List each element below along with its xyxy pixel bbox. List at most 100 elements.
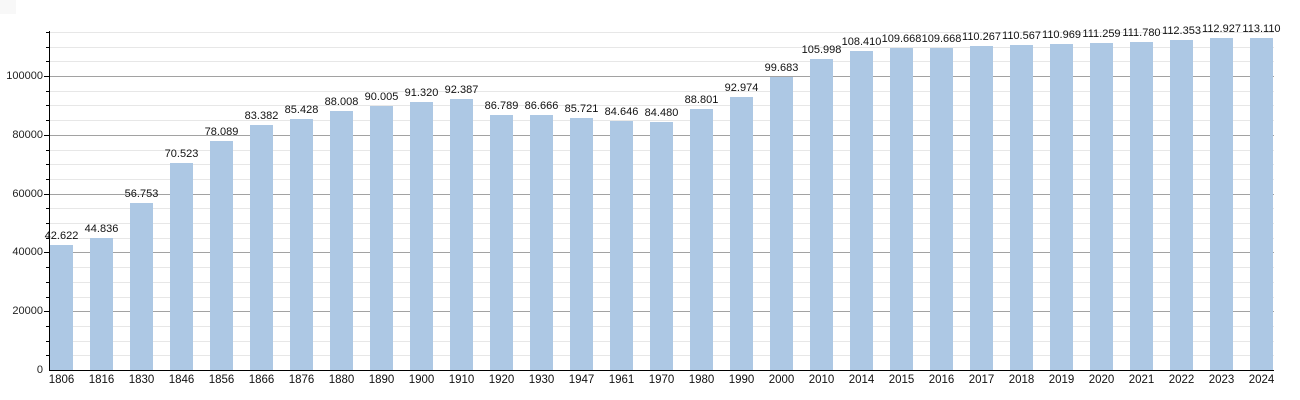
bar-value-label: 92.387 [444, 83, 479, 96]
bar-value-label: 113.110 [1242, 22, 1281, 35]
bar [50, 244, 73, 370]
x-axis-tick-label: 2021 [1128, 374, 1155, 386]
grid-line-minor [50, 61, 1274, 62]
grid-line-minor [50, 91, 1274, 92]
x-axis-tick-label: 1816 [88, 374, 115, 386]
y-axis-minor-tick [46, 238, 49, 239]
bar [410, 101, 433, 370]
bar-value-label: 56.753 [124, 188, 159, 201]
bar [730, 96, 753, 370]
page-corner-artifact [0, 0, 16, 14]
bar [770, 77, 793, 370]
bar-value-label: 78.089 [204, 125, 239, 138]
bar [450, 98, 473, 370]
bar [170, 162, 193, 370]
bar [610, 121, 633, 370]
x-axis-tick-label: 1856 [208, 374, 235, 386]
x-axis-tick-label: 1970 [648, 374, 675, 386]
bar [1170, 39, 1193, 370]
y-axis-minor-tick [46, 164, 49, 165]
x-axis-tick-label: 2023 [1208, 374, 1235, 386]
y-axis-minor-tick [46, 326, 49, 327]
y-axis-major-tick [44, 76, 49, 77]
grid-line-minor [50, 120, 1274, 121]
y-axis-major-tick [44, 252, 49, 253]
x-axis-tick-label: 1930 [528, 374, 555, 386]
x-axis-tick-label: 1830 [128, 374, 155, 386]
x-axis-tick-label: 1846 [168, 374, 195, 386]
y-axis-minor-tick [46, 267, 49, 268]
bar-value-label: 84.480 [644, 106, 679, 119]
y-axis-tick-label: 20000 [12, 305, 43, 317]
x-axis-tick-label: 1890 [368, 374, 395, 386]
y-axis-minor-tick [46, 32, 49, 33]
bar [250, 124, 273, 370]
bar-value-label: 110.267 [962, 30, 1001, 43]
y-axis-major-tick [44, 194, 49, 195]
x-axis-tick-label: 2017 [968, 374, 995, 386]
bar [1050, 43, 1073, 370]
grid-line-major [50, 76, 1274, 77]
x-axis-tick-label: 1980 [688, 374, 715, 386]
grid-line-minor [50, 32, 1274, 33]
bar-value-label: 85.428 [284, 103, 319, 116]
y-axis-tick-label: 80000 [12, 129, 43, 141]
y-axis-minor-tick [46, 341, 49, 342]
bar [290, 118, 313, 370]
bar [1090, 43, 1113, 370]
bar-value-label: 99.683 [764, 62, 799, 74]
bar-value-label: 108.410 [841, 36, 882, 49]
x-axis-tick-label: 2019 [1048, 374, 1075, 386]
x-axis-tick-label: 2018 [1008, 374, 1035, 386]
bar-value-label: 88.008 [324, 96, 359, 109]
x-axis-tick-label: 2016 [928, 374, 955, 386]
y-axis-line [49, 31, 50, 371]
bar-value-label: 109.668 [921, 32, 962, 45]
bar [1210, 38, 1233, 370]
y-axis-minor-tick [46, 208, 49, 209]
x-axis-tick-label: 2022 [1168, 374, 1195, 386]
bar [930, 47, 953, 370]
x-axis-tick-label: 1961 [608, 374, 635, 386]
bar-value-label: 90.005 [364, 90, 399, 103]
y-axis-minor-tick [46, 282, 49, 283]
x-axis-tick-label: 2015 [888, 374, 915, 386]
y-axis-minor-tick [46, 47, 49, 48]
bar-value-label: 70.523 [164, 147, 199, 160]
bar [650, 121, 673, 370]
y-axis-minor-tick [46, 179, 49, 180]
bar [890, 47, 913, 370]
bar [850, 51, 873, 370]
y-axis-minor-tick [46, 150, 49, 151]
bar-value-label: 86.666 [524, 100, 559, 113]
y-axis-tick-label: 100000 [6, 70, 43, 82]
bar-value-label: 110.969 [1042, 28, 1081, 41]
bar [530, 115, 553, 370]
y-axis-minor-tick [46, 355, 49, 356]
y-axis-tick-label: 60000 [12, 188, 43, 200]
grid-line-minor [50, 47, 1274, 48]
bar [330, 111, 353, 370]
bar-value-label: 88.801 [684, 94, 719, 106]
bar-value-label: 83.382 [244, 109, 279, 122]
x-axis-tick-label: 1947 [568, 374, 595, 386]
y-axis-minor-tick [46, 223, 49, 224]
y-axis-minor-tick [46, 120, 49, 121]
x-axis-tick-label: 2010 [808, 374, 835, 386]
x-axis-tick-label: 2024 [1248, 374, 1275, 386]
x-axis-tick-label: 1876 [288, 374, 315, 386]
bar-value-label: 86.789 [484, 99, 519, 112]
x-axis-line [49, 370, 1274, 371]
bar-value-label: 112.353 [1162, 24, 1201, 37]
y-axis-minor-tick [46, 297, 49, 298]
bar [1130, 41, 1153, 370]
y-axis-minor-tick [46, 91, 49, 92]
bar-value-label: 84.646 [604, 106, 639, 119]
x-axis-tick-label: 1920 [488, 374, 515, 386]
bar [690, 109, 713, 370]
bar [570, 118, 593, 370]
y-axis-major-tick [44, 311, 49, 312]
bar-value-label: 110.567 [1002, 30, 1041, 42]
bar [1010, 45, 1033, 370]
